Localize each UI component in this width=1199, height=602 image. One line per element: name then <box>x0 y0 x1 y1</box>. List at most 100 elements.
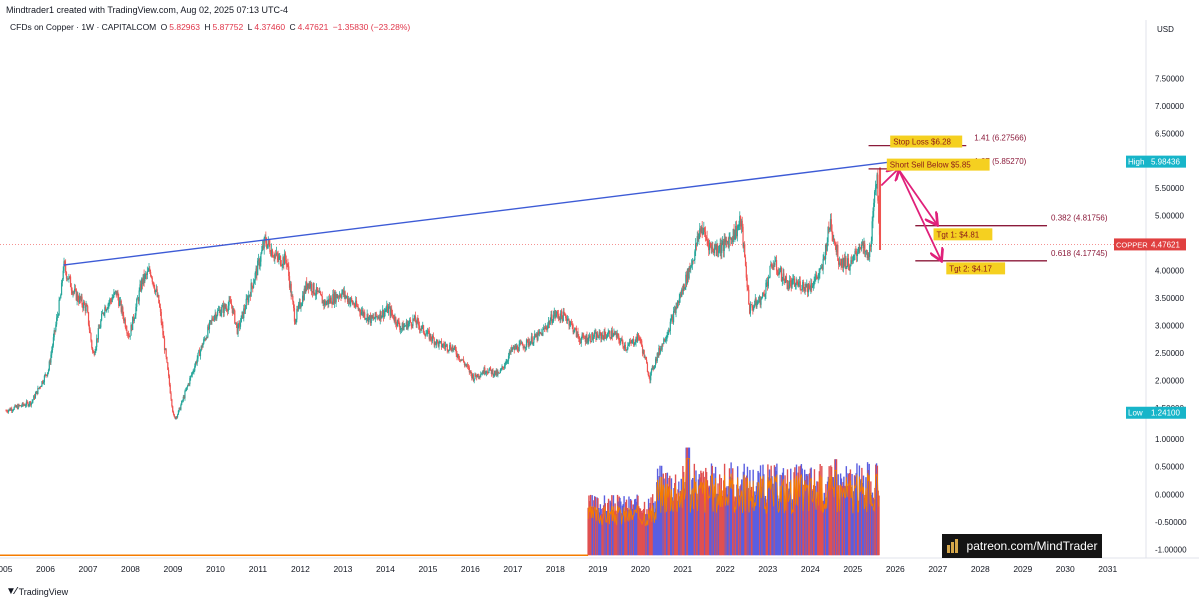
candle-body <box>493 374 495 376</box>
candle-body <box>106 308 108 310</box>
candle-body <box>829 228 831 230</box>
volume-bar <box>726 486 728 556</box>
candle-body <box>767 278 769 287</box>
volume-bar <box>809 468 812 556</box>
candle-body <box>397 319 399 322</box>
candle-body <box>466 364 468 366</box>
candle-body <box>172 411 175 415</box>
volume-bar <box>801 468 803 556</box>
volume-bar <box>835 459 838 556</box>
candle-body <box>854 251 856 255</box>
volume-bar <box>667 486 669 556</box>
candle-body <box>663 338 665 345</box>
candle-body <box>390 308 392 316</box>
volume-bar <box>723 463 726 556</box>
volume-bar <box>857 500 859 556</box>
candle-body <box>327 300 329 305</box>
last-value-bg <box>1148 238 1186 251</box>
volume-bar <box>591 495 593 556</box>
candle-body <box>25 401 28 406</box>
candle-body <box>408 322 410 324</box>
candle-body <box>650 372 652 381</box>
candle-body <box>279 255 282 266</box>
candle-body <box>89 329 91 334</box>
candle-body <box>808 283 810 289</box>
candle-body <box>289 283 291 288</box>
candle-body <box>473 378 475 381</box>
candle-body <box>780 267 782 272</box>
candle-body <box>276 252 278 257</box>
candle-body <box>527 340 529 346</box>
volume-bar <box>817 494 820 556</box>
volume-bar <box>589 494 592 556</box>
annotation-label: Tgt 1: $4.81 <box>937 230 980 239</box>
tradingview-logo-icon[interactable]: ▼⁄ <box>6 586 17 597</box>
candle-body <box>19 405 21 407</box>
volume-bar <box>749 470 751 556</box>
volume-bar <box>598 512 601 556</box>
candle-body <box>11 410 14 412</box>
volume-bar <box>769 478 772 556</box>
candle-body <box>400 328 403 330</box>
footer-brand[interactable]: TradingView <box>18 586 69 597</box>
x-tick-label: 2013 <box>333 564 352 574</box>
open-value: 5.82963 <box>169 22 200 32</box>
volume-bar <box>785 499 787 556</box>
candle-body <box>206 337 208 339</box>
candle-body <box>151 277 153 282</box>
volume-bar <box>755 486 758 556</box>
annotation-label: Stop Loss $6.28 <box>893 138 951 147</box>
volume-tick-label: 0.50000 <box>1155 463 1184 472</box>
candle-body <box>76 293 78 301</box>
patreon-watermark: patreon.com/MindTrader <box>942 534 1102 558</box>
candle-body <box>417 318 419 321</box>
volume-bar <box>677 489 679 556</box>
candle-body <box>691 260 693 266</box>
trade-arrow <box>897 168 936 224</box>
candle-body <box>41 381 43 386</box>
candle-body <box>612 335 614 337</box>
candle-body <box>507 360 509 362</box>
candle-body <box>572 324 574 333</box>
volume-bar <box>662 473 664 556</box>
volume-bar <box>821 501 824 556</box>
candle-body <box>471 373 473 379</box>
volume-bar <box>869 493 871 556</box>
candle-body <box>253 280 256 284</box>
candle-body <box>605 336 608 339</box>
candle-body <box>145 274 147 275</box>
candle-body <box>352 303 354 305</box>
x-tick-label: 2006 <box>36 564 55 574</box>
volume-bar <box>621 505 624 556</box>
candle-body <box>680 294 682 297</box>
volume-bar <box>871 492 874 556</box>
fib-level-label: 0.382 (4.81756) <box>1051 214 1108 223</box>
candle-body <box>284 253 286 265</box>
volume-bar <box>692 478 694 556</box>
last-candle <box>879 167 882 251</box>
candle-body <box>696 236 698 246</box>
volume-bar <box>839 500 841 556</box>
volume-bar <box>850 487 852 556</box>
candle-body <box>730 237 732 241</box>
volume-bar <box>692 498 695 556</box>
candle-body <box>284 253 287 260</box>
volume-bar <box>781 475 783 556</box>
candle-body <box>442 344 444 347</box>
candle-body <box>226 310 229 312</box>
candle-body <box>732 229 734 243</box>
candle-body <box>342 289 344 293</box>
candle-body <box>435 341 437 345</box>
low-badge-tag: Low <box>1128 409 1143 418</box>
volume-bar <box>841 486 843 556</box>
candle-body <box>396 319 399 326</box>
candle-body <box>118 300 121 306</box>
x-tick-label: 2008 <box>121 564 140 574</box>
symbol-label[interactable]: CFDs on Copper · 1W · CAPITALCOM <box>10 22 157 32</box>
candle-body <box>565 314 567 319</box>
currency-label[interactable]: USD <box>1157 25 1174 34</box>
candle-body <box>161 322 163 326</box>
candle-body <box>681 289 684 291</box>
candle-body <box>587 341 589 343</box>
